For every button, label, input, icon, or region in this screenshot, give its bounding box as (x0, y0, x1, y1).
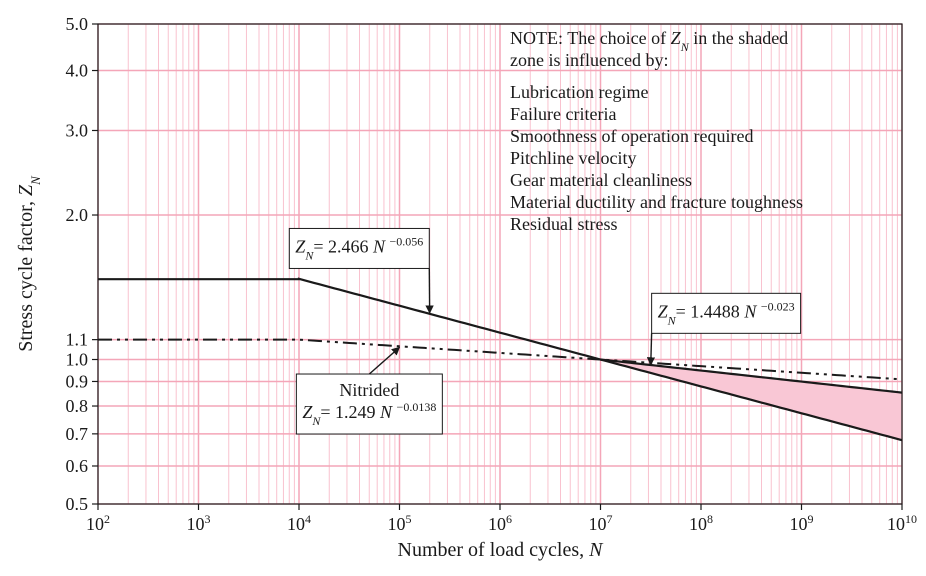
x-axis-label: Number of load cycles, N (398, 539, 605, 561)
note-bullet: Lubrication regime (510, 82, 648, 102)
note-box: NOTE: The choice of ZN in the shadedzone… (504, 22, 809, 238)
chart-container: 10210310410510610710810910100.50.60.70.8… (0, 0, 926, 576)
y-tick-label: 0.8 (66, 396, 89, 416)
y-tick-label: 2.0 (66, 205, 89, 225)
note-bullet: Material ductility and fracture toughnes… (510, 192, 803, 212)
y-tick-label: 3.0 (66, 120, 89, 140)
note-bullet: Failure criteria (510, 104, 616, 124)
eq-box-nitrided: NitridedZN= 1.249 N −0.0138 (296, 374, 442, 434)
y-tick-label: 0.9 (66, 371, 89, 391)
note-header-2: zone is influenced by: (510, 50, 668, 70)
note-bullet: Residual stress (510, 214, 618, 234)
note-bullet: Smoothness of operation required (510, 126, 753, 146)
eq-box-solid: ZN= 2.466 N −0.056 (289, 228, 429, 268)
y-tick-label: 1.1 (66, 330, 89, 350)
note-bullet: Pitchline velocity (510, 148, 636, 168)
y-tick-label: 0.7 (66, 424, 89, 444)
y-tick-label: 0.5 (66, 494, 89, 514)
y-tick-label: 4.0 (66, 61, 89, 81)
svg-text:Nitrided: Nitrided (339, 380, 399, 400)
y-tick-label: 5.0 (66, 14, 89, 34)
stress-cycle-chart: 10210310410510610710810910100.50.60.70.8… (0, 0, 926, 576)
eq-box-shaded-arrow (651, 333, 652, 364)
y-tick-label: 0.6 (66, 456, 89, 476)
note-bullet: Gear material cleanliness (510, 170, 692, 190)
y-tick-label: 1.0 (66, 350, 89, 370)
eq-box-shaded: ZN= 1.4488 N −0.023 (652, 293, 801, 333)
